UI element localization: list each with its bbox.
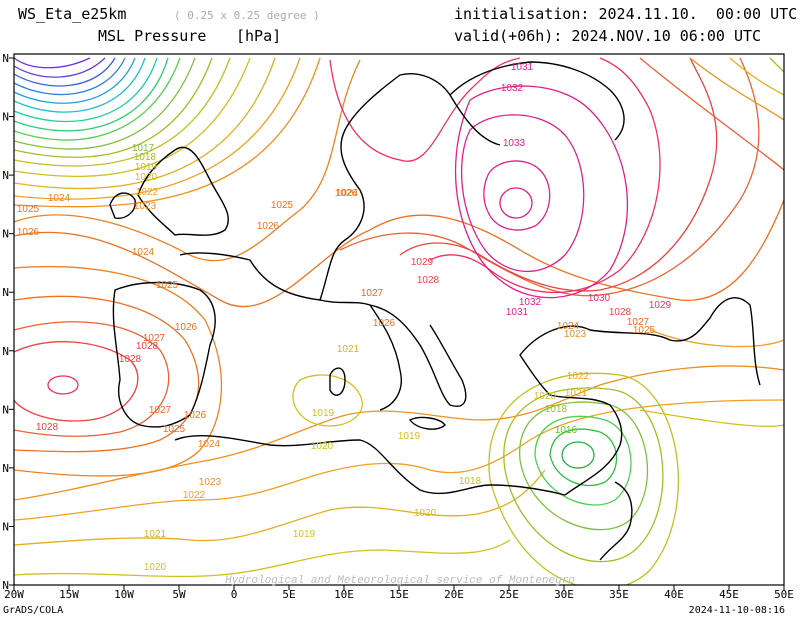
isobar-label: 1020 [534,391,557,402]
lon-tick-label: 25E [499,588,519,601]
field-unit: [hPa] [236,27,282,45]
isobar-label: 1033 [503,138,526,149]
isobar-label: 1031 [506,307,529,318]
isobar-label: 1019 [312,408,335,419]
isobar-label: 1024 [198,439,221,450]
lat-tick-label: N [2,579,9,592]
isobar-label: 1018 [134,152,157,163]
isobar-label: 1024 [336,188,359,199]
model-name: WS_Eta_e25km [18,5,127,23]
isobar-label: 1026 [257,221,280,232]
isobar-label: 1023 [199,477,222,488]
isobar-label: 1022 [567,371,590,382]
isobar-label: 1028 [609,307,632,318]
lon-tick-label: 40E [664,588,684,601]
lat-tick-label: N [2,111,9,124]
lon-tick-label: 5W [172,588,186,601]
isobar-label: 1025 [633,325,656,336]
isobar-label: 1016 [555,425,578,436]
lat-tick-label: N [2,169,9,182]
isobar-label: 1026 [184,410,207,421]
isobar-label: 1023 [134,201,157,212]
isobar-label: 1027 [149,405,172,416]
isobar-label: 1019 [135,162,158,173]
isobar-label: 1018 [545,404,568,415]
isobar-label: 1024 [48,193,71,204]
isobar-label: 1032 [519,297,542,308]
lon-tick-label: 20E [444,588,464,601]
isobar-label: 1021 [144,529,167,540]
coastlines [109,61,761,561]
init-time: initialisation: 2024.11.10. 00:00 UTC [454,5,798,23]
lon-tick-label: 30E [554,588,574,601]
lon-tick-label: 15E [389,588,409,601]
isobar-label: 1021 [337,344,360,355]
footer-left: GrADS/COLA [3,605,64,616]
isobar-label: 1025 [271,200,294,211]
isobar-label: 1027 [627,317,650,328]
isobar-label: 1028 [119,354,142,365]
lon-tick-label: 0 [231,588,238,601]
footer-right: 2024-11-10-08:16 [688,605,785,616]
latitude-axis: N N N N N N N N N N [2,52,14,592]
isobar-label: 1027 [361,288,384,299]
isobar-label: 1024 [557,321,580,332]
isobar-label: 1027 [143,333,166,344]
isobar-label: 1022 [183,490,206,501]
lat-tick-label: N [2,228,9,241]
lon-tick-label: 35E [609,588,629,601]
lon-tick-label: 10E [334,588,354,601]
isobar-label: 1030 [588,293,611,304]
isobar-label: 1025 [163,424,186,435]
isobar-label: 1028 [36,422,59,433]
isobar-label: 1032 [501,83,524,94]
isobar-label: 1020 [311,441,334,452]
isobar-label: 1028 [136,341,159,352]
isobar-label: 1031 [511,62,534,73]
lon-tick-label: 50E [774,588,794,601]
isobar-label: 1020 [144,562,167,573]
lat-tick-label: N [2,403,9,416]
lon-tick-label: 15W [59,588,79,601]
lon-tick-label: 45E [719,588,739,601]
isobar-label: 1029 [649,300,672,311]
isobar-label: 1028 [417,275,440,286]
isobar-label: 1018 [459,476,482,487]
isobar-label: 1026 [373,318,396,329]
isobar-label: 1029 [411,257,434,268]
isobar-label: 1019 [398,431,421,442]
resolution-note: ( 0.25 x 0.25 degree ) [174,9,320,22]
lat-tick-label: N [2,52,9,65]
watermark: Hydrological and Meteorological service … [225,575,575,587]
lon-tick-label: 5E [282,588,295,601]
isobar-labels: 1031103210331029102810321031103010291028… [17,62,672,573]
isobar-label: 1023 [564,329,587,340]
isobar-label: 1020 [414,508,437,519]
isobar-label: 1022 [136,187,159,198]
isobars [14,57,784,585]
lon-tick-label: 10W [114,588,134,601]
lat-tick-label: N [2,462,9,475]
isobar-label: 1026 [175,322,198,333]
isobar-label: 1026 [17,227,40,238]
isobar-label: 1020 [135,172,158,183]
valid-time: valid(+06h): 2024.NOV.10 06:00 UTC [454,27,762,45]
longitude-axis: 20W 15W 10W 5W 0 5E 10E 15E 20E 25E 30E 35E 40E 45E 50… [4,585,794,601]
isobar-label: 1025 [156,280,179,291]
lat-tick-label: N [2,520,9,533]
lat-tick-label: N [2,345,9,358]
lon-tick-label: 20W [4,588,24,601]
isobar-label: 1026 [335,188,358,199]
isobar-label: 1019 [293,529,316,540]
isobar-label: 1021 [565,388,588,399]
lat-tick-label: N [2,286,9,299]
field-name: MSL Pressure [98,27,207,45]
isobar-label: 1025 [17,204,40,215]
isobar-label: 1017 [132,143,155,154]
isobar-label: 1024 [132,247,155,258]
